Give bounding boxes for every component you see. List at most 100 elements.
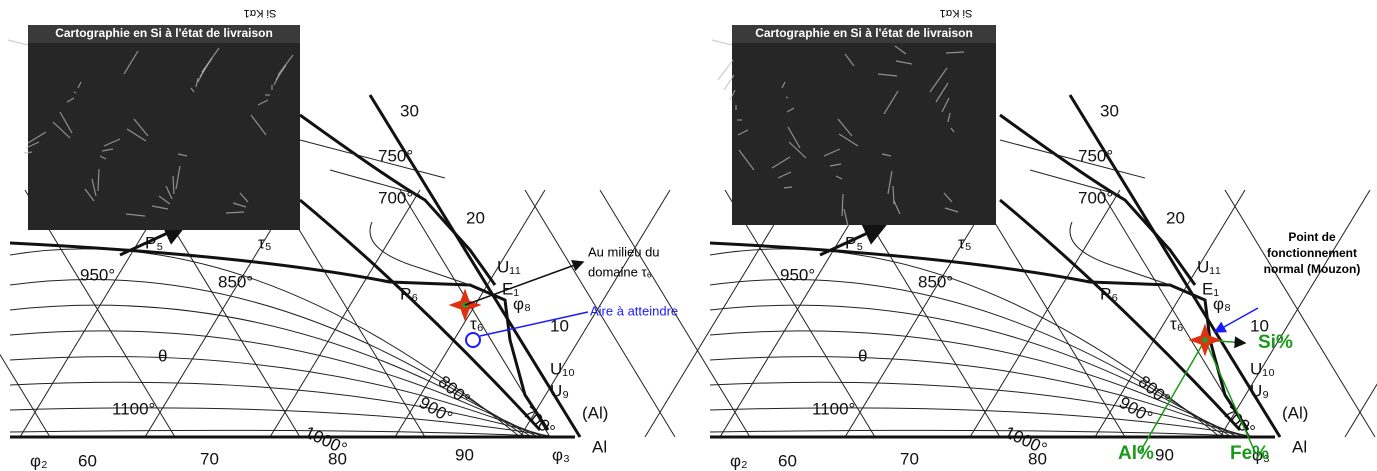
marker-center	[1202, 337, 1208, 343]
diagram-label: φ₃	[552, 445, 570, 464]
diagram-label: 700°	[378, 188, 413, 207]
diagram-label: 20	[466, 208, 485, 227]
diagram-label: 90	[455, 445, 474, 464]
boundary	[9, 241, 550, 431]
streak	[892, 185, 895, 205]
streak	[943, 192, 953, 203]
diagram-label: 950°	[780, 265, 815, 284]
target-circle	[465, 332, 481, 348]
streak	[123, 50, 139, 75]
diagram-label: U₉	[1250, 381, 1269, 400]
caption-bar	[732, 25, 996, 43]
boundary	[819, 222, 888, 257]
diagram-label: E₁	[1202, 279, 1219, 298]
isotherm	[9, 407, 557, 438]
annotation-text: fonctionnement	[1267, 246, 1357, 260]
diagram-label: φ₈	[1213, 294, 1231, 313]
diagram-label: θ	[858, 346, 867, 365]
streak	[783, 186, 793, 189]
isotherm	[709, 356, 1245, 438]
composition-line	[1204, 339, 1256, 453]
grid-line	[724, 189, 876, 438]
streak	[950, 127, 955, 133]
streak	[52, 121, 71, 139]
caption-bar	[28, 25, 300, 43]
grid-line	[844, 189, 996, 438]
streak	[172, 175, 175, 195]
streak	[883, 90, 899, 115]
isotherm	[709, 279, 1227, 438]
diagram-label: Al	[1292, 437, 1307, 456]
streak	[177, 153, 188, 157]
streak	[232, 202, 247, 208]
diagram-label: 700°	[1078, 188, 1113, 207]
annotation-text: Aire à atteindre	[590, 303, 678, 318]
streak	[7, 39, 29, 46]
diagram-label: Al	[592, 437, 607, 456]
diagram-label: 80	[1028, 449, 1047, 468]
annotation-text: normal (Mouzon)	[1264, 262, 1361, 276]
grid-line	[524, 189, 676, 438]
streak	[257, 99, 269, 106]
grid-line	[974, 189, 1126, 438]
streak	[838, 133, 859, 147]
diagram-label: 70	[200, 449, 219, 468]
streak	[895, 60, 913, 65]
diagram-label: U₁₁	[1197, 257, 1221, 276]
diagram-label: φ₈	[513, 294, 531, 313]
edge-line	[368, 94, 582, 438]
diagram-label: 850°	[918, 272, 953, 291]
diagram-label: 90	[1155, 445, 1174, 464]
streak	[841, 193, 844, 217]
boundary	[299, 198, 542, 432]
streak	[273, 74, 280, 86]
boundary	[999, 198, 1242, 432]
boundary	[299, 139, 471, 286]
annotation-arrow	[1213, 307, 1259, 333]
diagram-label: 950°	[80, 265, 115, 284]
streak	[158, 195, 171, 205]
diagram-label: θ	[158, 346, 167, 365]
streak	[711, 39, 733, 46]
isotherm	[709, 330, 1239, 438]
isotherm	[709, 429, 1263, 438]
diagram-label: 750°	[378, 146, 413, 165]
grid-line	[599, 189, 751, 438]
streak	[843, 208, 849, 227]
isotherm	[9, 381, 551, 438]
diagram-label: τ₅	[958, 233, 972, 252]
streak	[837, 118, 853, 137]
diagram-label: 60	[78, 451, 97, 470]
streak	[945, 51, 965, 54]
streak	[723, 74, 735, 91]
diagram-label: P₅	[845, 233, 863, 252]
streak	[717, 59, 734, 81]
grid-line	[644, 189, 796, 438]
streak	[829, 163, 842, 167]
grid-line	[1094, 189, 1246, 438]
streak	[729, 89, 736, 101]
streak	[66, 97, 75, 103]
micrograph	[732, 25, 996, 225]
streak	[126, 128, 147, 142]
diagram-label: 60	[778, 451, 797, 470]
isotherm	[9, 429, 563, 438]
detector-label: Si Kα1	[244, 7, 277, 19]
grid-line	[1344, 383, 1377, 438]
streak	[844, 53, 855, 67]
composition-label: Al%	[1118, 443, 1154, 464]
annotation-arrow	[464, 259, 585, 306]
grid-line	[1219, 189, 1371, 438]
diagram-label: φ₃	[1252, 445, 1270, 464]
streak	[893, 200, 901, 215]
micrograph	[28, 25, 300, 230]
grid-line	[24, 189, 176, 438]
streak	[165, 185, 173, 200]
grid-line	[269, 189, 421, 438]
boundary	[709, 241, 1250, 431]
inset-caption: Cartographie en Si à l'état de livraison	[55, 26, 273, 40]
diagram-label: U₁₀	[1250, 359, 1275, 378]
detector-label: Si Kα1	[940, 7, 973, 19]
